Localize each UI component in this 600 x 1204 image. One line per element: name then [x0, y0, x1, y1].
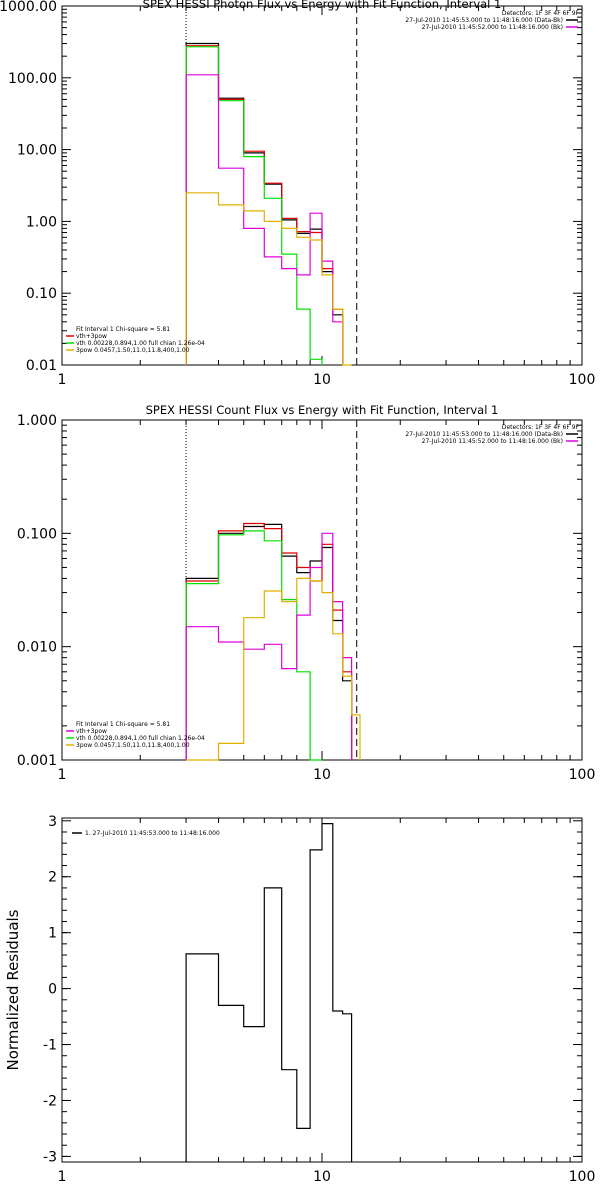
- y-tick-label: 1000.00: [0, 0, 57, 15]
- plot-frame: [61, 5, 583, 366]
- series-black-histogram: [185, 42, 344, 365]
- legend-entry: Fit Interval 1 Chi-square = 5.81: [76, 721, 170, 728]
- legend-entry: vth+3pow: [76, 728, 107, 735]
- x-tick-label: 10: [313, 767, 331, 783]
- series-green-histogram: [185, 46, 323, 365]
- y-tick-label: -2: [43, 1093, 57, 1109]
- series-red-histogram: [185, 522, 353, 760]
- plot-frame: [61, 817, 583, 1163]
- chart-title: SPEX HESSI Count Flux vs Energy with Fit…: [146, 403, 499, 417]
- y-tick-label: -3: [43, 1149, 57, 1165]
- x-tick-label: 100: [569, 767, 596, 783]
- series-yellow-histogram: [186, 577, 361, 761]
- legend-entry: vth+3pow: [76, 333, 107, 340]
- legend-entry: 27-Jul-2010 11:45:53.000 to 11:48:16.000…: [405, 17, 563, 24]
- series-red-histogram: [185, 45, 344, 365]
- y-tick-label: 2: [48, 870, 57, 886]
- legend-entry: 1. 27-Jul-2010 11:45:53.000 to 11:48:16.…: [85, 830, 220, 837]
- y-tick-label: 0.100: [17, 526, 57, 542]
- series-yellow-histogram: [185, 192, 352, 366]
- x-tick-label: 10: [313, 1169, 331, 1185]
- legend-entry: vth 0.00228,0.894,1.00 full chian 1.26e-…: [76, 340, 205, 347]
- series-green-histogram: [185, 530, 322, 761]
- x-tick-label: 10: [313, 372, 331, 388]
- legend-entry: 27-Jul-2010 11:45:52.000 to 11:48:16.000…: [422, 438, 563, 445]
- series-black-histogram: [185, 523, 353, 760]
- y-tick-label: 1.00: [26, 214, 57, 230]
- x-tick-label: 1: [58, 767, 67, 783]
- x-tick-label: 1: [58, 372, 67, 388]
- y-tick-label: 0: [48, 982, 57, 998]
- legend-entry: 27-Jul-2010 11:45:53.000 to 11:48:16.000…: [405, 431, 563, 438]
- y-tick-label: 1.000: [17, 413, 57, 429]
- x-tick-label: 100: [569, 372, 596, 388]
- series-magenta-histogram: [185, 532, 353, 760]
- legend-entry: 3pow 0.0457,1.50,11.0,11.8,400,1.00: [76, 347, 190, 354]
- chart-panel-2: SPEX HESSI Count Flux vs Energy with Fit…: [17, 403, 595, 783]
- legend-entry: Detectors: 1F 3F 4F 6F 9F: [502, 424, 580, 431]
- x-tick-label: 1: [58, 1169, 67, 1185]
- legend-entry: vth 0.00228,0.894,1.00 full chian 1.26e-…: [76, 735, 205, 742]
- y-tick-label: 0.01: [26, 358, 57, 374]
- y-tick-label: 0.010: [17, 640, 57, 656]
- legend-entry: 27-Jul-2010 11:45:52.000 to 11:48:16.000…: [422, 24, 563, 31]
- series-black-histogram: [185, 823, 353, 1162]
- y-tick-label: 3: [48, 814, 57, 830]
- chart-panel-3: 1 10 100 -3 -2 -1 0 1 2 3 Normalized Residuals 1. 2…: [4, 814, 595, 1185]
- x-tick-label: 100: [569, 1169, 596, 1185]
- y-tick-label: 1: [48, 926, 57, 942]
- legend-entry: Fit Interval 1 Chi-square = 5.81: [76, 326, 170, 333]
- y-tick-label: 10.00: [17, 143, 57, 159]
- legend-entry: 3pow 0.0457,1.50,11.0,11.8,400,1.00: [76, 742, 190, 749]
- series-magenta-histogram: [185, 74, 344, 365]
- y-tick-label: 100.00: [8, 71, 57, 87]
- y-tick-label: -1: [43, 1038, 57, 1054]
- y-axis-label: Normalized Residuals: [4, 909, 22, 1070]
- y-tick-label: 0.001: [17, 753, 57, 769]
- y-tick-label: 0.10: [26, 286, 57, 302]
- legend-entry: Detectors: 1F 3F 4F 6F 9F: [502, 10, 580, 17]
- chart-panel-1: SPEX HESSI Photon Flux vs Energy with Fi…: [0, 0, 595, 388]
